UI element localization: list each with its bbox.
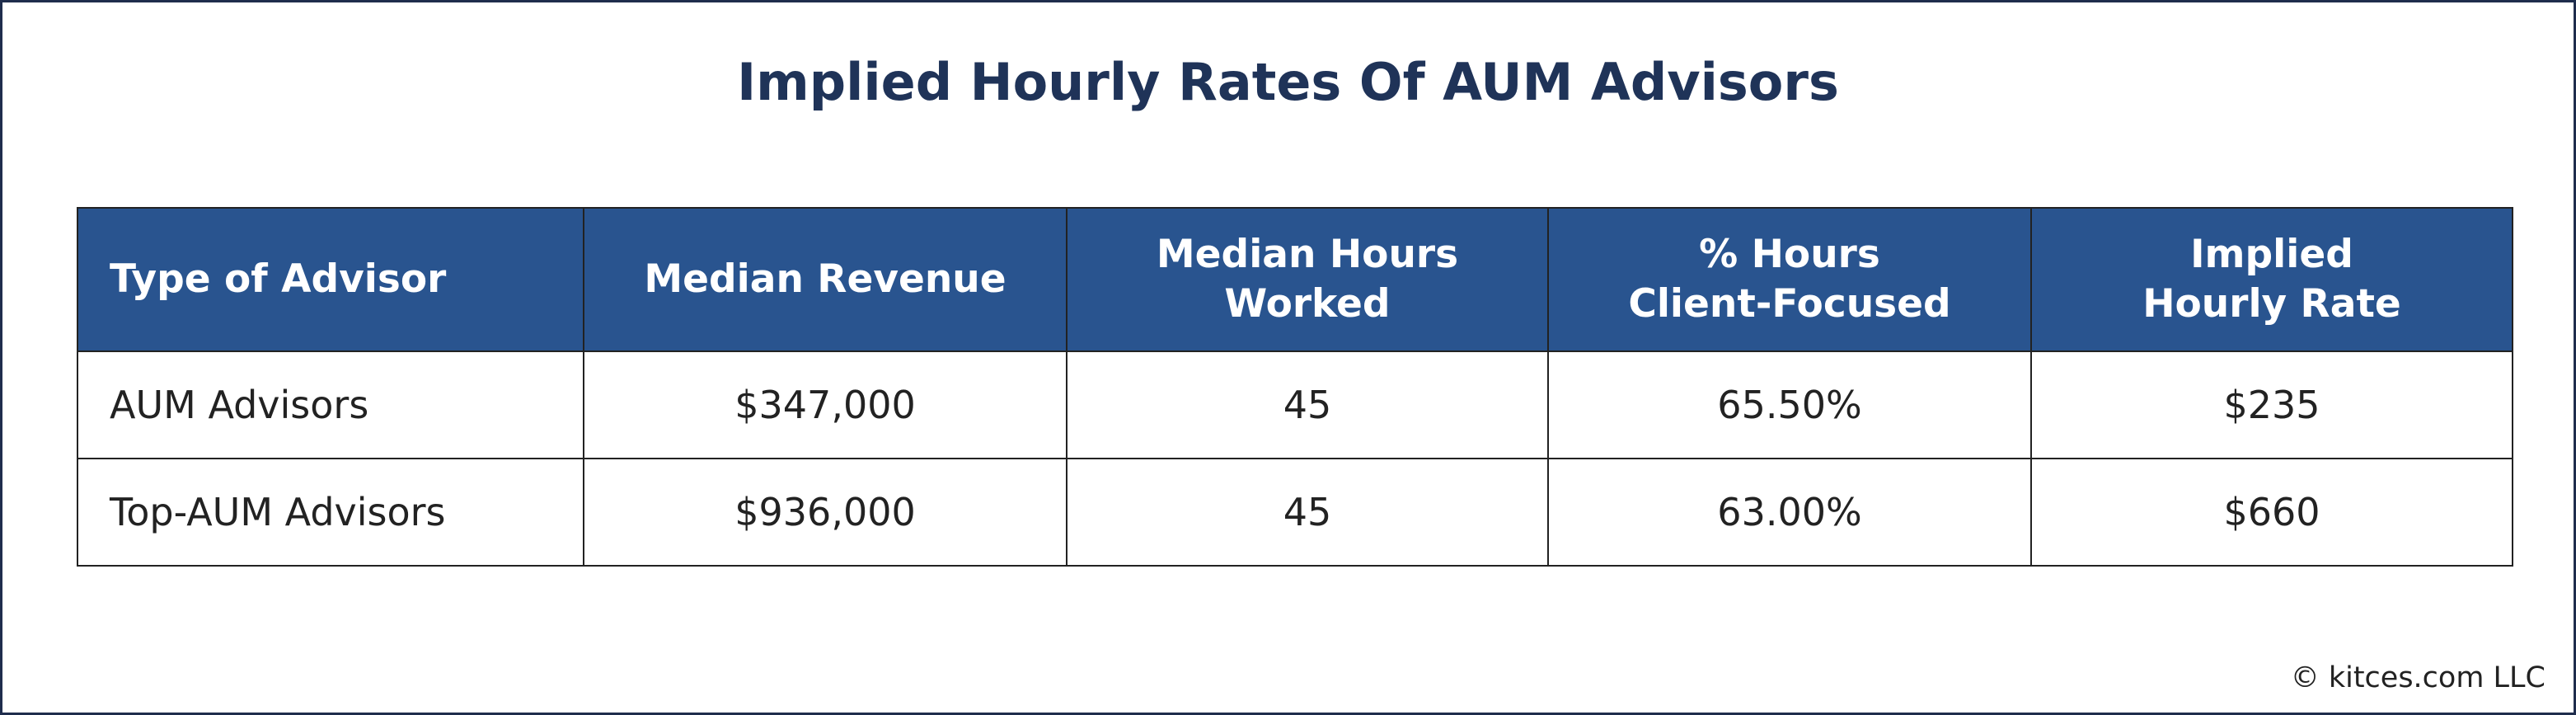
header-cell: Implied Hourly Rate bbox=[2030, 207, 2513, 352]
table-cell: AUM Advisors bbox=[77, 350, 584, 459]
table-cell: 45 bbox=[1066, 458, 1549, 567]
table-cell: Top-AUM Advisors bbox=[77, 458, 584, 567]
copyright: © kitces.com LLC bbox=[2290, 661, 2546, 694]
table-cell: $235 bbox=[2030, 350, 2513, 459]
table-cell: $660 bbox=[2030, 458, 2513, 567]
header-cell: Median Revenue bbox=[583, 207, 1067, 352]
table-cell: 45 bbox=[1066, 350, 1549, 459]
header-cell: Median Hours Worked bbox=[1066, 207, 1549, 352]
table-cell: $936,000 bbox=[583, 458, 1067, 567]
title: Implied Hourly Rates Of AUM Advisors bbox=[737, 52, 1839, 112]
table-cell: $347,000 bbox=[583, 350, 1067, 459]
table: Type of Advisor Median Revenue Median Hour… bbox=[77, 207, 2513, 567]
header-row: Type of Advisor Median Revenue Median Hour… bbox=[77, 207, 2513, 352]
table-cell: 63.00% bbox=[1547, 458, 2032, 567]
header-cell: Type of Advisor bbox=[77, 207, 584, 352]
header-cell: % Hours Client-Focused bbox=[1547, 207, 2032, 352]
table-row: AUM Advisors $347,000 45 65.50% $235 bbox=[77, 350, 2513, 459]
table-body: AUM Advisors $347,000 45 65.50% $235 Top-AUM … bbox=[77, 350, 2513, 567]
table-row: Top-AUM Advisors $936,000 45 63.00% $660 bbox=[77, 458, 2513, 567]
table-cell: 65.50% bbox=[1547, 350, 2032, 459]
